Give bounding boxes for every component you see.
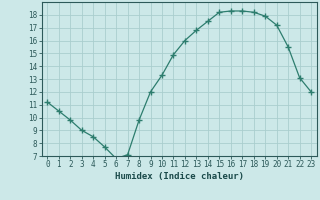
X-axis label: Humidex (Indice chaleur): Humidex (Indice chaleur)	[115, 172, 244, 181]
